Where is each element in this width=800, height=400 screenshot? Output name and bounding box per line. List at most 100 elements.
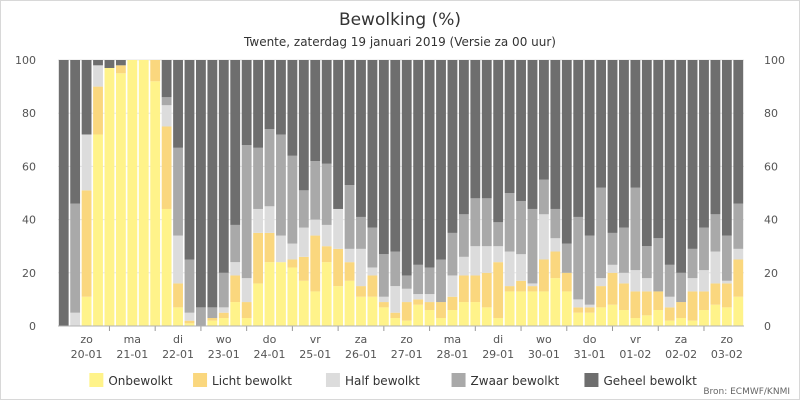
- bar-segment-3: [699, 270, 709, 292]
- bar-segment-2: [321, 246, 332, 263]
- bar-segment-5: [527, 60, 538, 209]
- bar-segment-3: [710, 251, 721, 284]
- bar-segment-1: [710, 304, 721, 326]
- bar-segment-4: [287, 155, 298, 244]
- bar-segment-3: [733, 248, 744, 260]
- bar-segment-1: [401, 320, 412, 326]
- bar-segment-3: [173, 235, 183, 284]
- bar-segment-3: [413, 294, 424, 300]
- bar-segment-2: [413, 299, 424, 305]
- bar-segment-3: [687, 278, 698, 292]
- x-tick-day: do: [263, 333, 277, 346]
- bar-segment-4: [596, 187, 606, 279]
- bar-segment-1: [287, 267, 298, 326]
- legend-label: Onbewolkt: [108, 374, 172, 388]
- bar-segment-5: [207, 60, 218, 308]
- bar-segment-4: [641, 246, 652, 279]
- bar-segment-5: [241, 60, 252, 146]
- bar-segment-3: [664, 296, 675, 308]
- bar-segment-5: [619, 60, 629, 228]
- bar-segment-2: [161, 126, 172, 209]
- bar-segment-3: [527, 283, 538, 287]
- bar-segment-3: [630, 270, 641, 292]
- x-tick-day: za: [675, 333, 688, 346]
- bar-segment-1: [424, 310, 435, 326]
- bar-segment-1: [93, 134, 103, 326]
- bar-segment-4: [230, 224, 241, 263]
- bar-segment-4: [470, 198, 481, 247]
- bar-segment-2: [173, 283, 183, 308]
- bar-segment-1: [653, 310, 664, 326]
- bar-segment-4: [356, 216, 366, 249]
- bar-segment-2: [436, 302, 446, 319]
- x-tick-date: 31-01: [574, 348, 606, 361]
- x-tick-date: 25-01: [299, 348, 331, 361]
- bar-segment-1: [687, 320, 698, 326]
- bar-segment-4: [721, 235, 732, 281]
- bar-segment-1: [378, 307, 389, 326]
- bar-segment-1: [607, 304, 618, 326]
- bar-segment-5: [230, 60, 241, 225]
- bar-segment-4: [344, 185, 355, 249]
- bar-segment-5: [436, 60, 446, 260]
- bar-segment-2: [367, 275, 378, 297]
- bar-segment-3: [184, 312, 195, 321]
- bar-segment-5: [81, 60, 92, 135]
- bar-segment-4: [173, 147, 183, 236]
- bar-segment-5: [458, 60, 469, 215]
- bar-segment-2: [550, 251, 561, 279]
- bar-segment-1: [413, 304, 424, 326]
- bar-segment-5: [367, 60, 378, 228]
- x-tick-day: za: [355, 333, 368, 346]
- bar-segment-3: [253, 208, 263, 233]
- bar-segment-2: [619, 283, 629, 311]
- bar-segment-5: [470, 60, 481, 199]
- bar-segment-4: [550, 208, 561, 239]
- bar-segment-2: [676, 302, 687, 319]
- bar-segment-5: [493, 60, 504, 223]
- bar-segment-4: [516, 200, 526, 255]
- bar-segment-1: [664, 320, 675, 326]
- bar-segment-3: [481, 246, 492, 273]
- bar-segment-2: [218, 312, 229, 319]
- legend-label: Half bewolkt: [345, 374, 420, 388]
- bar-segment-3: [264, 206, 275, 233]
- bar-segment-2: [150, 60, 161, 82]
- bar-segment-5: [276, 60, 286, 135]
- bar-segment-5: [596, 60, 606, 188]
- grid-lines: [58, 59, 744, 327]
- x-tick-day: di: [493, 333, 503, 346]
- bar-segment-1: [253, 283, 263, 326]
- bar-segment-2: [424, 302, 435, 311]
- bar-segment-4: [264, 129, 275, 207]
- bar-segment-1: [630, 318, 641, 326]
- bar-segment-5: [641, 60, 652, 247]
- bar-segment-1: [619, 310, 629, 326]
- y-tick-label-right: 60: [764, 160, 778, 173]
- bar-segment-3: [161, 105, 172, 127]
- bar-segment-5: [481, 60, 492, 199]
- bar-segment-4: [367, 227, 378, 268]
- x-tick-day: zo: [721, 333, 734, 346]
- bar-segment-5: [607, 60, 618, 233]
- bar-segment-2: [447, 296, 458, 311]
- bar-segment-4: [447, 232, 458, 276]
- x-tick-date: 26-01: [345, 348, 377, 361]
- bar-segment-4: [413, 264, 424, 295]
- legend: Onbewolkt Licht bewolkt Half bewolkt Zwaar …: [89, 373, 697, 388]
- bar-segment-4: [276, 134, 286, 236]
- bar-segment-5: [413, 60, 424, 265]
- bar-segment-5: [664, 60, 675, 265]
- bar-segment-3: [458, 256, 469, 276]
- bar-segment-5: [710, 60, 721, 215]
- x-tick-day: vr: [630, 333, 642, 346]
- bar-segment-1: [218, 318, 229, 326]
- chart-title: Bewolking (%): [339, 10, 461, 30]
- bar-segment-3: [424, 294, 435, 303]
- legend-swatch: [325, 373, 340, 387]
- bar-segment-1: [470, 302, 481, 326]
- bar-segment-5: [676, 60, 687, 273]
- bar-segment-5: [333, 60, 344, 209]
- bar-segment-4: [561, 243, 572, 273]
- bar-segment-1: [150, 81, 161, 326]
